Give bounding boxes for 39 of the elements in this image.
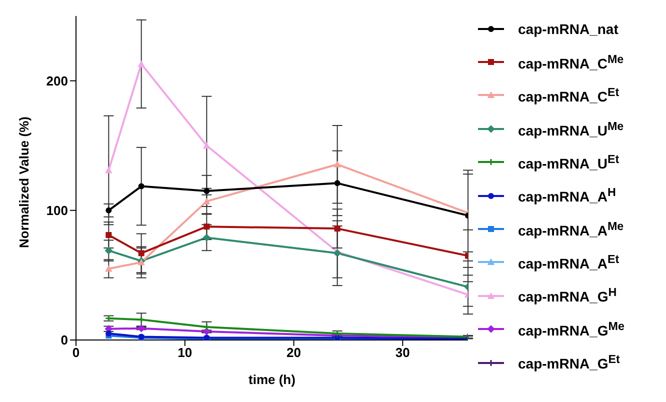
point [202,323,210,331]
point [106,232,112,238]
legend-label: cap-mRNA_G$^{Et}$ [518,353,620,372]
point [334,160,341,168]
legend-label: cap-mRNA_G$^{Me}$ [518,320,624,339]
point [204,188,210,194]
point [204,224,210,230]
point [105,166,112,174]
legend-label: cap-mRNA_G$^{H}$ [518,286,617,306]
legend-label: cap-mRNA_C$^{Me}$ [518,52,624,72]
x-tick-label: 0 [72,345,80,360]
x-tick-label: 30 [395,345,410,360]
y-tick-label: 0 [60,332,68,348]
legend-label: cap-mRNA_A$^{Me}$ [518,220,624,238]
point [138,250,144,256]
legend-label: cap-mRNA_nat [518,20,618,37]
y-tick-label: 100 [46,203,68,218]
legend-label: cap-mRNA_U$^{Et}$ [518,152,620,172]
point [202,234,211,242]
legend-label: cap-mRNA_U$^{Me}$ [518,120,624,138]
point [333,249,342,258]
point [334,226,340,232]
x-tick-label: 20 [286,345,302,360]
point [137,324,146,332]
x-axis-title: time (h) [248,372,296,387]
x-tick-label: 10 [178,345,192,360]
point [203,198,210,204]
point [105,265,112,272]
point [202,328,211,336]
point [138,183,144,190]
y-axis-title: Normalized Value (%) [16,116,32,248]
legend-label: cap-mRNA_A$^{H}$ [518,186,616,205]
point [104,246,113,254]
legend-label: cap-mRNA_A$^{Et}$ [518,253,620,272]
point [334,180,340,186]
legend-label: cap-mRNA_C$^{Et}$ [518,86,620,105]
point [138,60,145,67]
point [106,207,112,214]
y-tick-label: 200 [46,73,68,88]
